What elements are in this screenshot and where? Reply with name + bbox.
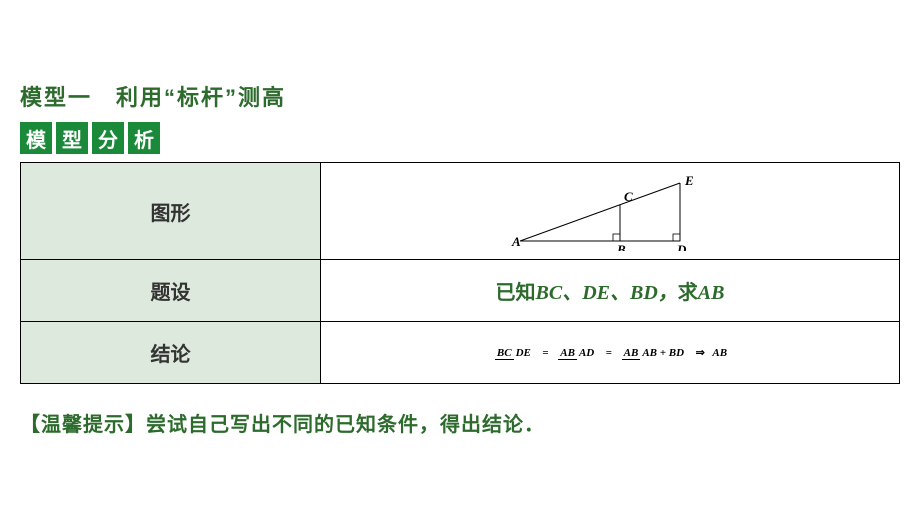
fraction-3: ABAB + BD (622, 347, 686, 359)
lesson-title: 模型一 利用“标杆”测高 (20, 80, 900, 112)
row-label-given: 题设 (21, 260, 321, 322)
given-var2: AB (698, 282, 725, 304)
warm-hint: 【温馨提示】尝试自己写出不同的已知条件，得出结论． (20, 408, 900, 437)
result-ab: AB (712, 347, 727, 359)
row-label-conclusion: 结论 (21, 322, 321, 384)
equals-2: = (606, 347, 612, 359)
badge-2: 型 (56, 122, 88, 154)
point-e-label: E (684, 173, 694, 188)
analysis-table: 图形 A B C D E 题设 已知BC、DE、BD，求AB 结论 B (20, 162, 900, 384)
implies: ⇒ (696, 346, 705, 359)
given-vars: BC、DE、BD， (536, 282, 678, 304)
section-badge-row: 模 型 分 析 (20, 122, 900, 154)
table-row: 图形 A B C D E (21, 163, 900, 260)
point-d-label: D (676, 242, 687, 251)
triangle-diagram: A B C D E (500, 171, 720, 251)
badge-3: 分 (92, 122, 124, 154)
given-prefix: 已知 (496, 282, 536, 304)
table-row: 结论 BCDE = ABAD = ABAB + BD ⇒ AB (21, 322, 900, 384)
point-b-label: B (616, 242, 626, 251)
fraction-1: BCDE (495, 347, 533, 359)
point-c-label: C (624, 189, 633, 204)
equals-1: = (542, 347, 548, 359)
figure-cell: A B C D E (321, 163, 900, 260)
fraction-2: ABAD (558, 347, 596, 359)
badge-4: 析 (128, 122, 160, 154)
table-row: 题设 已知BC、DE、BD，求AB (21, 260, 900, 322)
given-suffix: 求 (678, 282, 698, 304)
conclusion-cell: BCDE = ABAD = ABAB + BD ⇒ AB (321, 322, 900, 384)
point-a-label: A (511, 234, 521, 249)
given-cell: 已知BC、DE、BD，求AB (321, 260, 900, 322)
row-label-figure: 图形 (21, 163, 321, 260)
badge-1: 模 (20, 122, 52, 154)
